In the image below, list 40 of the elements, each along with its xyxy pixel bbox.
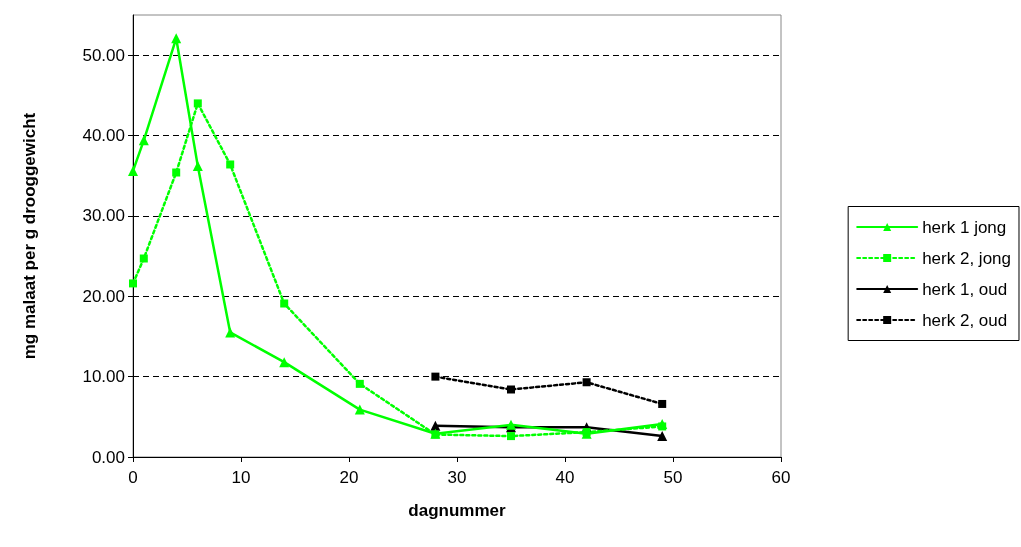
point — [172, 168, 181, 177]
point — [507, 385, 515, 394]
x-tick-label: 20 — [339, 468, 359, 487]
point — [226, 160, 235, 169]
x-tick-label: 60 — [771, 468, 791, 487]
x-axis-title: dagnummer — [408, 501, 507, 520]
point — [138, 135, 149, 146]
point — [139, 254, 148, 263]
x-tick-label: 30 — [447, 468, 467, 487]
y-tick-label: 20.00 — [82, 286, 125, 306]
point — [354, 404, 365, 415]
point — [431, 372, 440, 381]
point — [280, 299, 289, 308]
point — [657, 431, 668, 442]
point — [128, 165, 138, 176]
y-tick-label: 40.00 — [82, 126, 125, 146]
point — [129, 279, 137, 288]
point — [658, 399, 667, 408]
point — [193, 99, 202, 108]
y-tick-label: 10.00 — [82, 367, 125, 387]
y-axis-title: mg malaat per g drooggewicht — [20, 112, 39, 360]
point — [582, 378, 591, 387]
y-tick-label: 0.00 — [91, 447, 125, 467]
x-tick-label: 0 — [128, 468, 138, 487]
point — [430, 420, 441, 431]
point — [171, 33, 182, 44]
legend-label: herk 2, oud — [922, 310, 1008, 330]
point — [355, 379, 364, 388]
legend-label: herk 2, jong — [922, 248, 1012, 268]
point — [225, 327, 236, 338]
point — [279, 357, 290, 368]
x-tick-label: 10 — [231, 468, 251, 487]
y-tick-label: 30.00 — [82, 206, 125, 226]
y-tick-label: 50.00 — [82, 45, 125, 65]
x-tick-label: 50 — [663, 468, 683, 487]
x-tick-label: 40 — [555, 468, 575, 487]
legend-label: herk 1 jong — [922, 217, 1007, 237]
point — [192, 161, 203, 172]
legend-label: herk 1, oud — [922, 279, 1008, 299]
point — [507, 432, 515, 441]
